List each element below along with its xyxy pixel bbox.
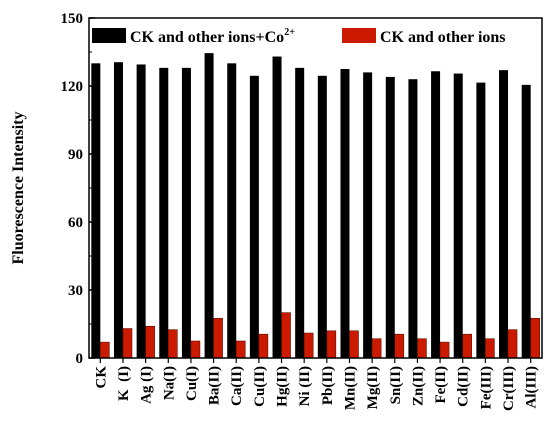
x-axis: CK K (I) Ag (I) Na(I) Cu(I) Ba(II) Ca(II) Cu(II… bbox=[93, 358, 540, 411]
bar-series-1 bbox=[295, 67, 305, 358]
x-tick-label: Al(III) bbox=[524, 366, 540, 409]
bar-series-2 bbox=[485, 338, 495, 359]
x-tick-label: Hg(II) bbox=[275, 366, 291, 407]
bar-series-2 bbox=[235, 340, 246, 359]
x-tick-label: Sn(II) bbox=[388, 366, 404, 404]
legend-swatch-series-1 bbox=[92, 28, 126, 43]
x-tick-label: Fe(III) bbox=[478, 366, 494, 409]
x-tick-label: Fe(II) bbox=[433, 366, 449, 404]
x-tick-label: CK bbox=[93, 366, 109, 389]
bar-series-2 bbox=[167, 329, 178, 359]
bar-series-2 bbox=[190, 340, 201, 359]
bar-series-2 bbox=[371, 338, 382, 359]
bar-series-1 bbox=[113, 62, 123, 358]
bar-series-1 bbox=[340, 69, 350, 358]
bar-series-2 bbox=[303, 332, 314, 359]
y-tick-label: 90 bbox=[68, 147, 83, 163]
y-tick-label: 60 bbox=[68, 215, 83, 231]
x-tick-label: Mn(II) bbox=[342, 366, 358, 410]
bar-series-1 bbox=[453, 73, 463, 359]
bar-series-2 bbox=[394, 333, 405, 359]
legend: CK and other ions+Co2+ CK and other ions bbox=[92, 27, 506, 46]
legend-label-series-1: CK and other ions+Co2+ bbox=[130, 27, 295, 46]
bar-series-1 bbox=[272, 56, 282, 359]
x-tick-label: Zn(II) bbox=[410, 366, 426, 406]
x-tick-label: Cr(III) bbox=[501, 366, 517, 411]
bar-series-1 bbox=[521, 84, 531, 358]
bar-layer bbox=[91, 53, 540, 359]
y-tick-label: 30 bbox=[68, 283, 83, 299]
bar-series-2 bbox=[100, 341, 110, 359]
bar-series-1 bbox=[408, 79, 418, 358]
x-tick-label: Ba(II) bbox=[207, 366, 223, 405]
y-tick-label: 0 bbox=[76, 351, 84, 367]
legend-label-series-2: CK and other ions bbox=[380, 29, 506, 46]
bar-series-1 bbox=[181, 67, 191, 358]
bar-series-2 bbox=[417, 338, 427, 359]
bar-series-1 bbox=[431, 71, 441, 359]
x-tick-label: Cu(I) bbox=[184, 366, 200, 401]
bar-series-2 bbox=[145, 325, 155, 359]
bar-series-2 bbox=[281, 312, 291, 359]
bar-series-1 bbox=[227, 63, 237, 358]
bar-series-2 bbox=[462, 333, 473, 359]
bar-series-2 bbox=[122, 328, 133, 359]
plot-frame bbox=[88, 17, 543, 359]
bar-series-2 bbox=[349, 330, 359, 359]
bar-series-1 bbox=[91, 63, 101, 358]
x-tick-label: Mg(II) bbox=[365, 366, 381, 409]
x-tick-label: K (I) bbox=[116, 366, 132, 401]
legend-swatch-series-2 bbox=[342, 28, 376, 43]
x-tick-label: Ag (I) bbox=[139, 366, 155, 404]
x-tick-label: Pb(II) bbox=[320, 366, 336, 405]
x-tick-label: Ca(II) bbox=[229, 366, 245, 406]
bar-series-1 bbox=[385, 76, 395, 358]
bar-series-1 bbox=[249, 75, 259, 359]
bar-series-1 bbox=[499, 70, 509, 358]
y-axis: 0 30 60 90 120 150 bbox=[61, 11, 95, 367]
bar-series-1 bbox=[159, 67, 169, 358]
bar-series-2 bbox=[258, 333, 269, 359]
x-tick-label: Cu(II) bbox=[252, 366, 268, 407]
bar-series-1 bbox=[476, 82, 486, 358]
bar-series-1 bbox=[317, 75, 327, 359]
y-tick-label: 120 bbox=[61, 79, 84, 95]
x-tick-label: Cd(II) bbox=[456, 366, 472, 407]
y-axis-title: Fluorescence Intensity bbox=[10, 111, 27, 264]
bar-series-2 bbox=[530, 318, 540, 359]
y-tick-label: 150 bbox=[61, 11, 84, 27]
bar-series-1 bbox=[363, 72, 373, 359]
bar-series-2 bbox=[507, 329, 518, 359]
bar-series-1 bbox=[136, 64, 146, 358]
bar-series-2 bbox=[326, 330, 337, 359]
bar-series-2 bbox=[213, 318, 223, 359]
bar-series-1 bbox=[204, 53, 214, 359]
x-tick-label: Ni (II) bbox=[297, 366, 313, 406]
x-tick-label: Na(I) bbox=[161, 366, 177, 400]
bar-series-2 bbox=[439, 341, 450, 359]
